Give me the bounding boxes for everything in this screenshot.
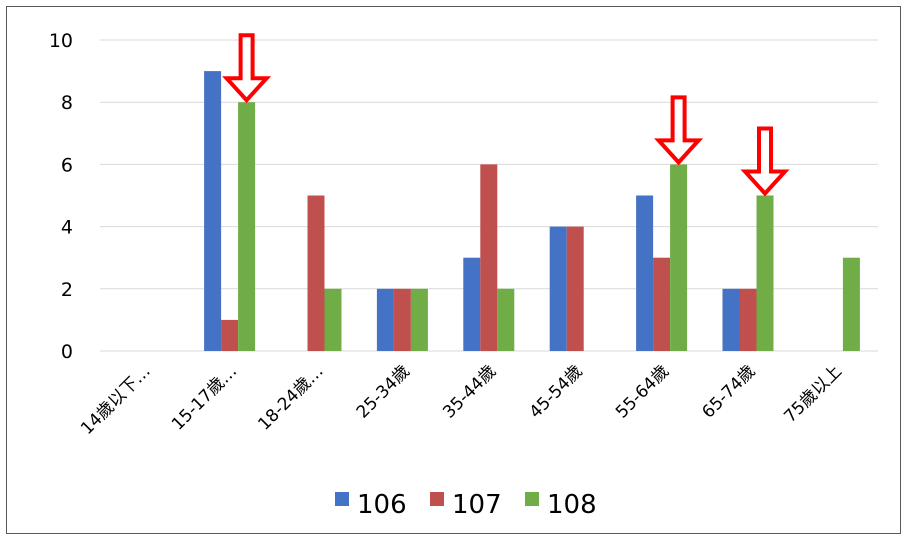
legend-label-107: 107 — [452, 490, 502, 520]
bar-106-1 — [204, 71, 222, 351]
down-arrow-annotation-0 — [222, 33, 272, 104]
x-tick-label: 15-17歲… — [168, 361, 241, 434]
y-tick-label: 0 — [61, 341, 73, 363]
bar-107-1 — [221, 319, 239, 351]
y-axis-ticks: 0 2 4 6 8 10 — [49, 30, 73, 363]
legend: 106 107 108 — [335, 490, 597, 520]
down-arrow-annotation-1 — [654, 95, 704, 166]
legend-swatch-106 — [335, 492, 349, 506]
x-axis-labels: 14歲以下… 15-17歲… 18-24歲… 25-34歲 35-44歲 45-54歲 55… — [77, 361, 846, 439]
bar-107-6 — [653, 257, 671, 351]
bar-107-5 — [566, 226, 584, 351]
legend-label-106: 106 — [357, 490, 407, 520]
y-tick-label: 10 — [49, 30, 73, 52]
x-tick-label: 18-24歲… — [254, 361, 327, 434]
bar-107-3 — [393, 288, 411, 351]
bar-106-6 — [636, 195, 654, 351]
y-tick-label: 4 — [61, 217, 73, 239]
y-tick-label: 6 — [61, 154, 73, 176]
x-tick-label: 65-74歲 — [698, 361, 759, 422]
bar-108-8 — [842, 257, 860, 351]
bar-108-4 — [497, 288, 515, 351]
down-arrow-annotation-2 — [740, 126, 790, 197]
x-tick-label: 25-34歲 — [353, 361, 414, 422]
bar-106-4 — [463, 257, 481, 351]
x-tick-label: 35-44歲 — [439, 361, 500, 422]
bar-108-6 — [670, 164, 688, 351]
legend-swatch-108 — [525, 492, 539, 506]
x-tick-label: 55-64歲 — [612, 361, 673, 422]
bar-108-3 — [410, 288, 428, 351]
bar-107-2 — [307, 195, 325, 351]
legend-swatch-107 — [430, 492, 444, 506]
annotations — [222, 33, 790, 197]
bar-106-3 — [376, 288, 394, 351]
x-tick-label: 14歲以下… — [77, 361, 155, 439]
bar-106-7 — [722, 288, 740, 351]
bars — [204, 71, 860, 351]
bar-107-4 — [480, 164, 498, 351]
bar-108-2 — [324, 288, 342, 351]
chart-frame — [6, 6, 901, 534]
bar-106-5 — [549, 226, 567, 351]
y-tick-label: 8 — [61, 92, 73, 114]
x-tick-label: 75歲以上 — [780, 361, 846, 427]
bar-107-7 — [739, 288, 757, 351]
bar-108-1 — [238, 102, 256, 351]
y-tick-label: 2 — [61, 279, 73, 301]
legend-label-108: 108 — [547, 490, 597, 520]
bar-108-7 — [756, 195, 774, 351]
x-tick-label: 45-54歲 — [526, 361, 587, 422]
